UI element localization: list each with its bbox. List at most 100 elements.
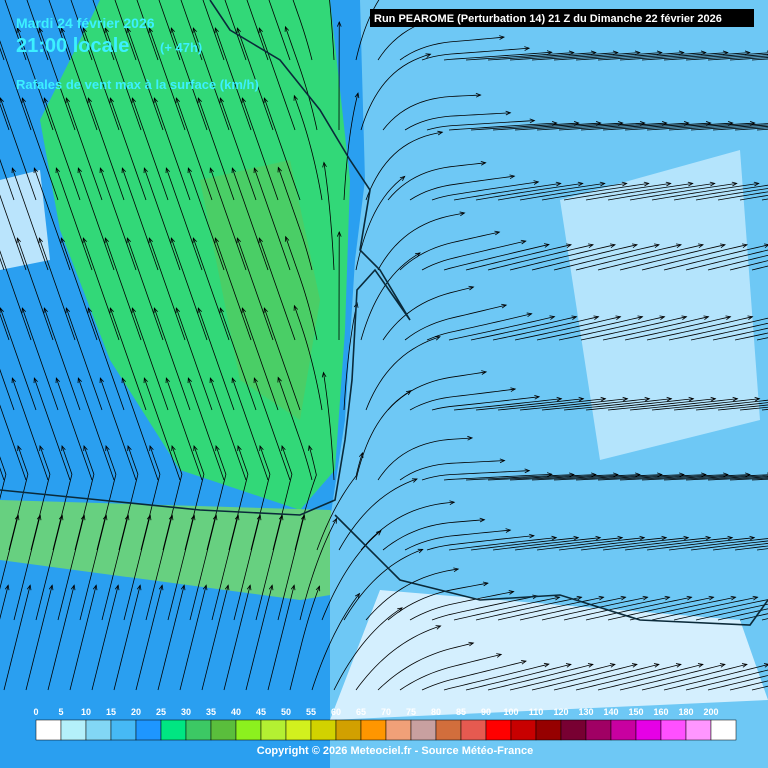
streamline bbox=[52, 445, 73, 551]
streamline bbox=[153, 97, 191, 201]
arrow bbox=[253, 377, 258, 384]
arrow bbox=[763, 663, 768, 668]
arrow bbox=[708, 595, 715, 601]
streamline bbox=[13, 515, 41, 621]
streamline bbox=[246, 0, 269, 61]
streamline bbox=[65, 97, 103, 201]
streamline bbox=[158, 0, 181, 61]
arrow bbox=[197, 97, 202, 104]
arrow bbox=[14, 514, 20, 521]
streamline bbox=[519, 398, 628, 411]
streamline bbox=[531, 52, 640, 61]
legend-label: 5 bbox=[58, 707, 63, 717]
streamline bbox=[206, 445, 227, 551]
legend-swatch bbox=[485, 719, 512, 741]
arrow bbox=[187, 377, 192, 384]
streamline bbox=[387, 582, 488, 621]
streamline bbox=[575, 52, 684, 61]
streamlines bbox=[0, 0, 768, 691]
arrow bbox=[36, 514, 42, 521]
arrow bbox=[661, 535, 668, 541]
streamline bbox=[641, 474, 750, 481]
legend-swatch bbox=[260, 719, 287, 741]
arrow bbox=[754, 396, 761, 402]
streamline bbox=[253, 377, 291, 481]
streamline bbox=[3, 585, 31, 691]
arrow bbox=[571, 315, 578, 320]
streamline bbox=[519, 596, 626, 621]
legend-label: 85 bbox=[456, 707, 466, 717]
streamline bbox=[0, 368, 15, 411]
arrow bbox=[698, 243, 704, 248]
arrow bbox=[214, 237, 219, 244]
arrow bbox=[209, 377, 214, 384]
streamline bbox=[739, 613, 768, 621]
streamline bbox=[0, 158, 15, 201]
streamline bbox=[465, 52, 574, 61]
arrow bbox=[520, 239, 527, 245]
arrow bbox=[65, 307, 70, 314]
streamline bbox=[96, 445, 117, 551]
streamline bbox=[121, 377, 159, 481]
streamline bbox=[729, 260, 768, 271]
arrow bbox=[102, 514, 108, 521]
streamline bbox=[145, 515, 173, 621]
streamline bbox=[602, 537, 711, 551]
streamline bbox=[729, 57, 768, 61]
arrow bbox=[411, 478, 418, 483]
arrow bbox=[263, 97, 268, 104]
legend-label: 30 bbox=[181, 707, 191, 717]
arrow bbox=[315, 585, 321, 592]
streamline bbox=[497, 182, 605, 201]
streamline bbox=[685, 669, 768, 691]
arrow bbox=[566, 243, 572, 248]
arrow bbox=[576, 595, 583, 601]
arrow bbox=[175, 307, 180, 314]
legend-label: 50 bbox=[281, 707, 291, 717]
legend-swatch bbox=[135, 719, 162, 741]
streamline bbox=[563, 596, 670, 621]
streamline bbox=[60, 27, 98, 131]
streamline bbox=[114, 0, 137, 61]
streamline bbox=[382, 286, 474, 341]
arrow bbox=[168, 514, 174, 521]
streamline bbox=[277, 377, 313, 481]
streamline bbox=[448, 537, 557, 551]
streamline bbox=[165, 377, 203, 481]
legend-label: 180 bbox=[678, 707, 693, 717]
legend-swatch bbox=[210, 719, 237, 741]
streamline bbox=[690, 322, 768, 341]
streamline bbox=[536, 537, 645, 551]
arrow bbox=[237, 445, 242, 452]
streamline bbox=[487, 244, 594, 271]
legend-label: 140 bbox=[603, 707, 618, 717]
streamline bbox=[126, 27, 164, 131]
streamline bbox=[690, 540, 768, 551]
streamline bbox=[685, 249, 768, 271]
streamline bbox=[170, 237, 208, 341]
arrow bbox=[435, 625, 442, 630]
streamline bbox=[585, 182, 693, 201]
streamline bbox=[109, 97, 147, 201]
arrow bbox=[148, 237, 153, 244]
legend-swatch bbox=[660, 719, 687, 741]
streamline bbox=[580, 122, 689, 131]
streamline bbox=[214, 27, 252, 131]
streamline bbox=[651, 182, 759, 201]
arrow bbox=[437, 130, 444, 136]
streamline bbox=[26, 0, 49, 61]
arrow bbox=[82, 27, 87, 34]
streamline bbox=[641, 663, 748, 691]
streamline bbox=[231, 377, 269, 481]
arrow bbox=[621, 181, 628, 187]
streamline bbox=[38, 27, 76, 131]
legend-label: 10 bbox=[81, 707, 91, 717]
arrow bbox=[11, 377, 16, 384]
streamline bbox=[470, 316, 577, 341]
streamline bbox=[233, 515, 261, 621]
arrow bbox=[642, 595, 649, 601]
streamline bbox=[509, 244, 616, 271]
streamline bbox=[536, 122, 645, 131]
streamline bbox=[323, 162, 335, 271]
arrow bbox=[666, 396, 673, 402]
